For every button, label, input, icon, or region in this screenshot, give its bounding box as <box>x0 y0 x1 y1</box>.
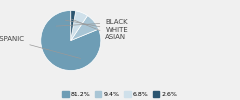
Wedge shape <box>71 16 99 40</box>
Legend: 81.2%, 9.4%, 6.8%, 2.6%: 81.2%, 9.4%, 6.8%, 2.6% <box>62 91 178 97</box>
Wedge shape <box>71 11 88 41</box>
Text: BLACK: BLACK <box>56 20 128 26</box>
Text: ASIAN: ASIAN <box>72 19 126 40</box>
Text: WHITE: WHITE <box>65 20 128 33</box>
Wedge shape <box>71 10 76 40</box>
Text: HISPANIC: HISPANIC <box>0 36 81 58</box>
Wedge shape <box>41 10 101 70</box>
